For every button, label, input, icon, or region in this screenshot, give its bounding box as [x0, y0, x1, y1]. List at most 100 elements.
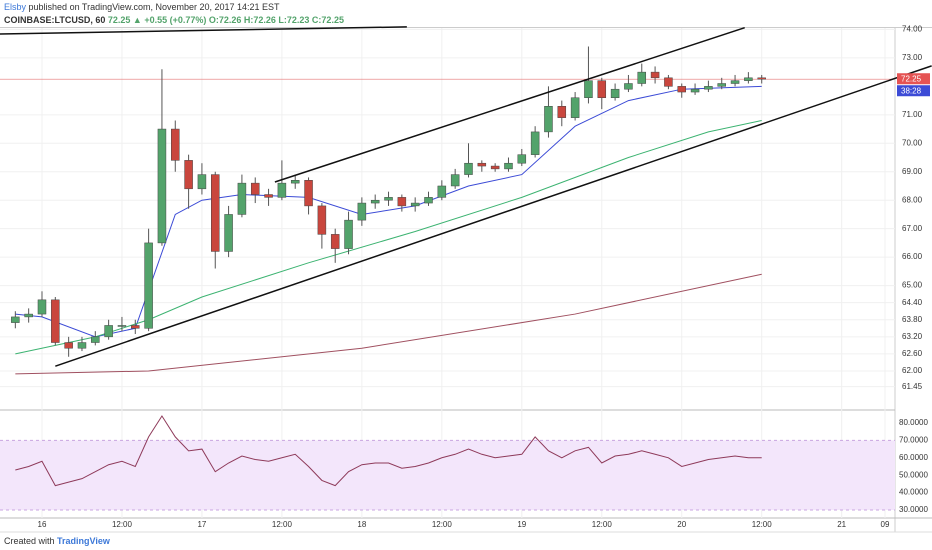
- x-tick-label: 20: [677, 520, 686, 529]
- candle-body: [690, 88, 700, 93]
- rsi-tick-label: 50.0000: [899, 470, 928, 479]
- x-tick-label: 09: [881, 520, 890, 529]
- candle-body: [384, 197, 393, 201]
- candle-body: [437, 185, 447, 198]
- x-tick-label: 18: [357, 520, 366, 529]
- candle-body: [704, 86, 713, 90]
- x-tick-label: 21: [837, 520, 846, 529]
- candle-body: [397, 197, 407, 207]
- last-price-box: [897, 73, 930, 85]
- x-tick-label: 12:00: [592, 520, 613, 529]
- candle-body: [64, 342, 73, 349]
- y-tick-label: 62.00: [902, 366, 923, 375]
- candle-body: [584, 80, 593, 98]
- rsi-tick-label: 60.0000: [899, 453, 928, 462]
- candle-body: [610, 88, 620, 98]
- candle-body: [197, 174, 207, 190]
- y-tick-label: 71.00: [902, 110, 923, 119]
- candle-body: [370, 199, 380, 204]
- candle-body: [357, 202, 367, 221]
- candle-body: [144, 242, 153, 329]
- candle-body: [624, 83, 633, 90]
- author[interactable]: Elsby: [4, 2, 27, 12]
- x-tick-label: 17: [197, 520, 206, 529]
- candle-body: [51, 299, 60, 343]
- y-tick-label: 63.80: [902, 315, 923, 324]
- created: Created with: [4, 536, 55, 546]
- candle-body: [264, 194, 273, 198]
- trendline: [274, 27, 745, 183]
- candle-body: [757, 77, 766, 80]
- candle-body: [677, 86, 686, 93]
- y-tick-label: 73.00: [902, 53, 923, 62]
- candle-body: [224, 214, 233, 252]
- rsi-tick-label: 80.0000: [899, 418, 928, 427]
- y-tick-label: 70.00: [902, 138, 923, 147]
- candle-body: [344, 219, 353, 249]
- candle-body: [530, 131, 540, 155]
- countdown-label: 38:28: [901, 86, 922, 95]
- candle-body: [24, 313, 33, 318]
- candle-body: [304, 180, 313, 207]
- y-tick-label: 65.00: [902, 281, 923, 290]
- candle-body: [131, 325, 140, 329]
- candle-body: [730, 80, 740, 84]
- candle-body: [450, 174, 460, 187]
- symbol: COINBASE:LTCUSD, 60: [4, 15, 106, 25]
- y-tick-label: 74.00: [902, 25, 923, 34]
- y-tick-label: 64.40: [902, 298, 923, 307]
- x-tick-label: 19: [517, 520, 526, 529]
- candle-body: [504, 162, 513, 170]
- candle-body: [37, 299, 47, 315]
- candle-body: [250, 182, 260, 195]
- rsi-line: [15, 415, 762, 487]
- candle-body: [104, 325, 113, 338]
- border: [0, 27, 932, 28]
- candle-body: [277, 182, 287, 198]
- published: published on TradingView.com, November 2…: [28, 2, 280, 12]
- y-tick-label: 63.20: [902, 332, 923, 341]
- candle-body: [517, 154, 527, 164]
- candle-body: [290, 180, 300, 184]
- rsi-tick-label: 40.0000: [899, 488, 928, 497]
- candle-body: [664, 77, 673, 87]
- candle-body: [557, 106, 567, 118]
- candle-body: [744, 77, 753, 81]
- y-tick-label: 67.00: [902, 224, 923, 233]
- y-tick-label: 66.00: [902, 252, 923, 261]
- last: 72.25: [107, 15, 131, 25]
- y-tick-label: 69.00: [902, 167, 923, 176]
- candle-body: [477, 162, 487, 167]
- rsi-tick-label: 70.0000: [899, 435, 928, 444]
- candle-body: [570, 97, 580, 118]
- rsi-tick-label: 30.0000: [899, 505, 928, 514]
- y-tick-label: 61.45: [902, 382, 923, 391]
- symbol-line: COINBASE:LTCUSD, 60 72.25 ▲ +0.55 (+0.77…: [4, 15, 344, 25]
- y-tick-label: 68.00: [902, 195, 923, 204]
- countdown-box: [897, 85, 930, 97]
- header-line: Elsby published on TradingView.com, Nove…: [4, 2, 280, 12]
- candle-body: [157, 128, 167, 244]
- rsi-band: [0, 440, 895, 510]
- x-tick-label: 12:00: [432, 520, 453, 529]
- candle-body: [637, 71, 647, 84]
- candle-body: [317, 205, 327, 235]
- candle-body: [464, 162, 473, 175]
- x-tick-label: 16: [38, 520, 47, 529]
- ohlc: O:72.26 H:72.26 L:72.23 C:72.25: [208, 15, 344, 25]
- x-tick-label: 12:00: [752, 520, 773, 529]
- candle-body: [117, 325, 127, 327]
- footer: Created with TradingView: [4, 536, 110, 546]
- candle-body: [410, 202, 420, 207]
- candle-body: [717, 83, 726, 87]
- brand[interactable]: TradingView: [57, 536, 110, 546]
- candle-body: [211, 174, 220, 252]
- candle-body: [11, 316, 20, 323]
- change: ▲ +0.55 (+0.77%): [132, 15, 207, 25]
- candle-body: [91, 336, 100, 343]
- candle-body: [597, 80, 607, 98]
- x-tick-label: 12:00: [272, 520, 293, 529]
- candle-body: [184, 160, 193, 190]
- candle-body: [544, 106, 553, 133]
